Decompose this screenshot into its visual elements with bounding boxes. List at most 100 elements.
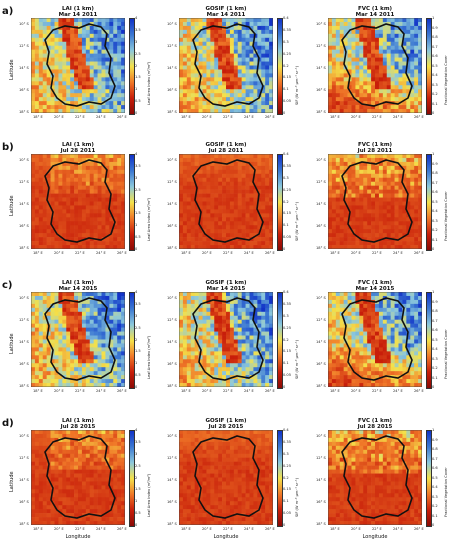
- raster-cell: [113, 367, 118, 372]
- raster-cell: [54, 229, 59, 234]
- raster-cell: [245, 221, 250, 226]
- colorbar-tick-label: 0.7: [432, 180, 438, 185]
- raster-cell: [70, 363, 75, 368]
- raster-cell: [186, 161, 192, 167]
- raster-cell: [249, 367, 254, 372]
- raster-cell: [406, 245, 411, 249]
- raster-cell: [194, 21, 199, 27]
- raster-cell: [81, 45, 87, 50]
- panel-date: Mar 14 2015: [206, 286, 246, 292]
- raster-cell: [249, 177, 254, 183]
- raster-cell: [226, 65, 231, 70]
- raster-cell: [198, 233, 203, 238]
- raster-cell: [182, 217, 188, 222]
- raster-cell: [194, 217, 199, 222]
- raster-cell: [418, 49, 422, 54]
- raster-cell: [245, 327, 250, 332]
- raster-cell: [101, 295, 106, 301]
- raster-cell: [121, 81, 125, 86]
- raster-cell: [198, 241, 203, 246]
- raster-cell: [222, 157, 227, 163]
- raster-cell: [93, 245, 98, 249]
- raster-cell: [214, 315, 219, 321]
- raster-cell: [226, 49, 231, 54]
- raster-cell: [367, 93, 372, 98]
- raster-cell: [257, 101, 262, 106]
- colorbar-tick-label: 0.2: [432, 228, 438, 232]
- raster-cell: [378, 205, 384, 210]
- raster-cell: [182, 93, 188, 98]
- raster-cell: [198, 85, 203, 90]
- raster-cell: [78, 351, 83, 356]
- raster-cell: [190, 241, 195, 246]
- raster-cell: [386, 189, 391, 194]
- raster-cell: [418, 101, 422, 106]
- raster-cell: [410, 18, 415, 23]
- raster-cell: [382, 105, 388, 110]
- raster-cell: [70, 165, 75, 171]
- raster-cell: [85, 57, 91, 62]
- raster-cell: [70, 351, 75, 356]
- raster-cell: [339, 295, 344, 301]
- raster-cell: [46, 85, 51, 90]
- raster-cell: [105, 311, 110, 317]
- raster-cell: [78, 57, 83, 62]
- raster-cell: [70, 245, 75, 249]
- raster-cell: [339, 73, 344, 78]
- raster-cell: [109, 105, 114, 110]
- raster-cell: [382, 57, 388, 62]
- raster-cell: [257, 33, 262, 39]
- raster-cell: [226, 295, 231, 301]
- raster-cell: [390, 73, 395, 78]
- raster-cell: [66, 343, 71, 348]
- raster-cell: [54, 49, 59, 54]
- raster-cell: [402, 73, 407, 78]
- raster-cell: [410, 229, 415, 234]
- raster-cell: [257, 292, 262, 297]
- raster-cell: [190, 233, 195, 238]
- raster-cell: [179, 213, 184, 218]
- raster-cell: [31, 339, 36, 344]
- raster-cell: [218, 241, 223, 246]
- raster-cell: [50, 97, 55, 102]
- raster-cell: [31, 233, 36, 238]
- raster-cell: [406, 307, 411, 313]
- raster-cell: [257, 81, 262, 86]
- raster-cell: [70, 57, 75, 62]
- raster-cell: [351, 69, 356, 74]
- raster-cell: [386, 45, 391, 50]
- raster-cell: [233, 33, 239, 39]
- raster-cell: [66, 205, 71, 210]
- raster-cell: [121, 21, 125, 27]
- raster-cell: [81, 109, 87, 113]
- raster-cell: [54, 173, 59, 179]
- raster-cell: [85, 65, 91, 70]
- raster-cell: [226, 189, 231, 194]
- raster-cell: [339, 245, 344, 249]
- raster-cell: [390, 49, 395, 54]
- raster-cell: [386, 225, 391, 230]
- raster-cell: [113, 57, 118, 62]
- raster-cell: [363, 53, 368, 58]
- raster-cell: [206, 339, 211, 344]
- raster-cell: [117, 49, 122, 54]
- raster-cell: [229, 169, 235, 175]
- raster-cell: [121, 97, 125, 102]
- raster-cell: [222, 371, 227, 376]
- raster-cell: [58, 335, 63, 340]
- raster-cell: [394, 307, 399, 313]
- raster-cell: [85, 209, 91, 214]
- raster-cell: [121, 241, 125, 246]
- raster-cell: [402, 292, 407, 297]
- raster-cell: [101, 173, 106, 179]
- raster-cell: [121, 177, 125, 183]
- raster-cell: [351, 173, 356, 179]
- raster-cell: [261, 193, 266, 198]
- raster-cell: [78, 347, 83, 352]
- raster-cell: [109, 327, 114, 332]
- raster-cell: [70, 25, 75, 31]
- raster-cell: [375, 73, 380, 78]
- raster-cell: [38, 245, 44, 249]
- raster-cell: [202, 49, 207, 54]
- raster-cell: [70, 229, 75, 234]
